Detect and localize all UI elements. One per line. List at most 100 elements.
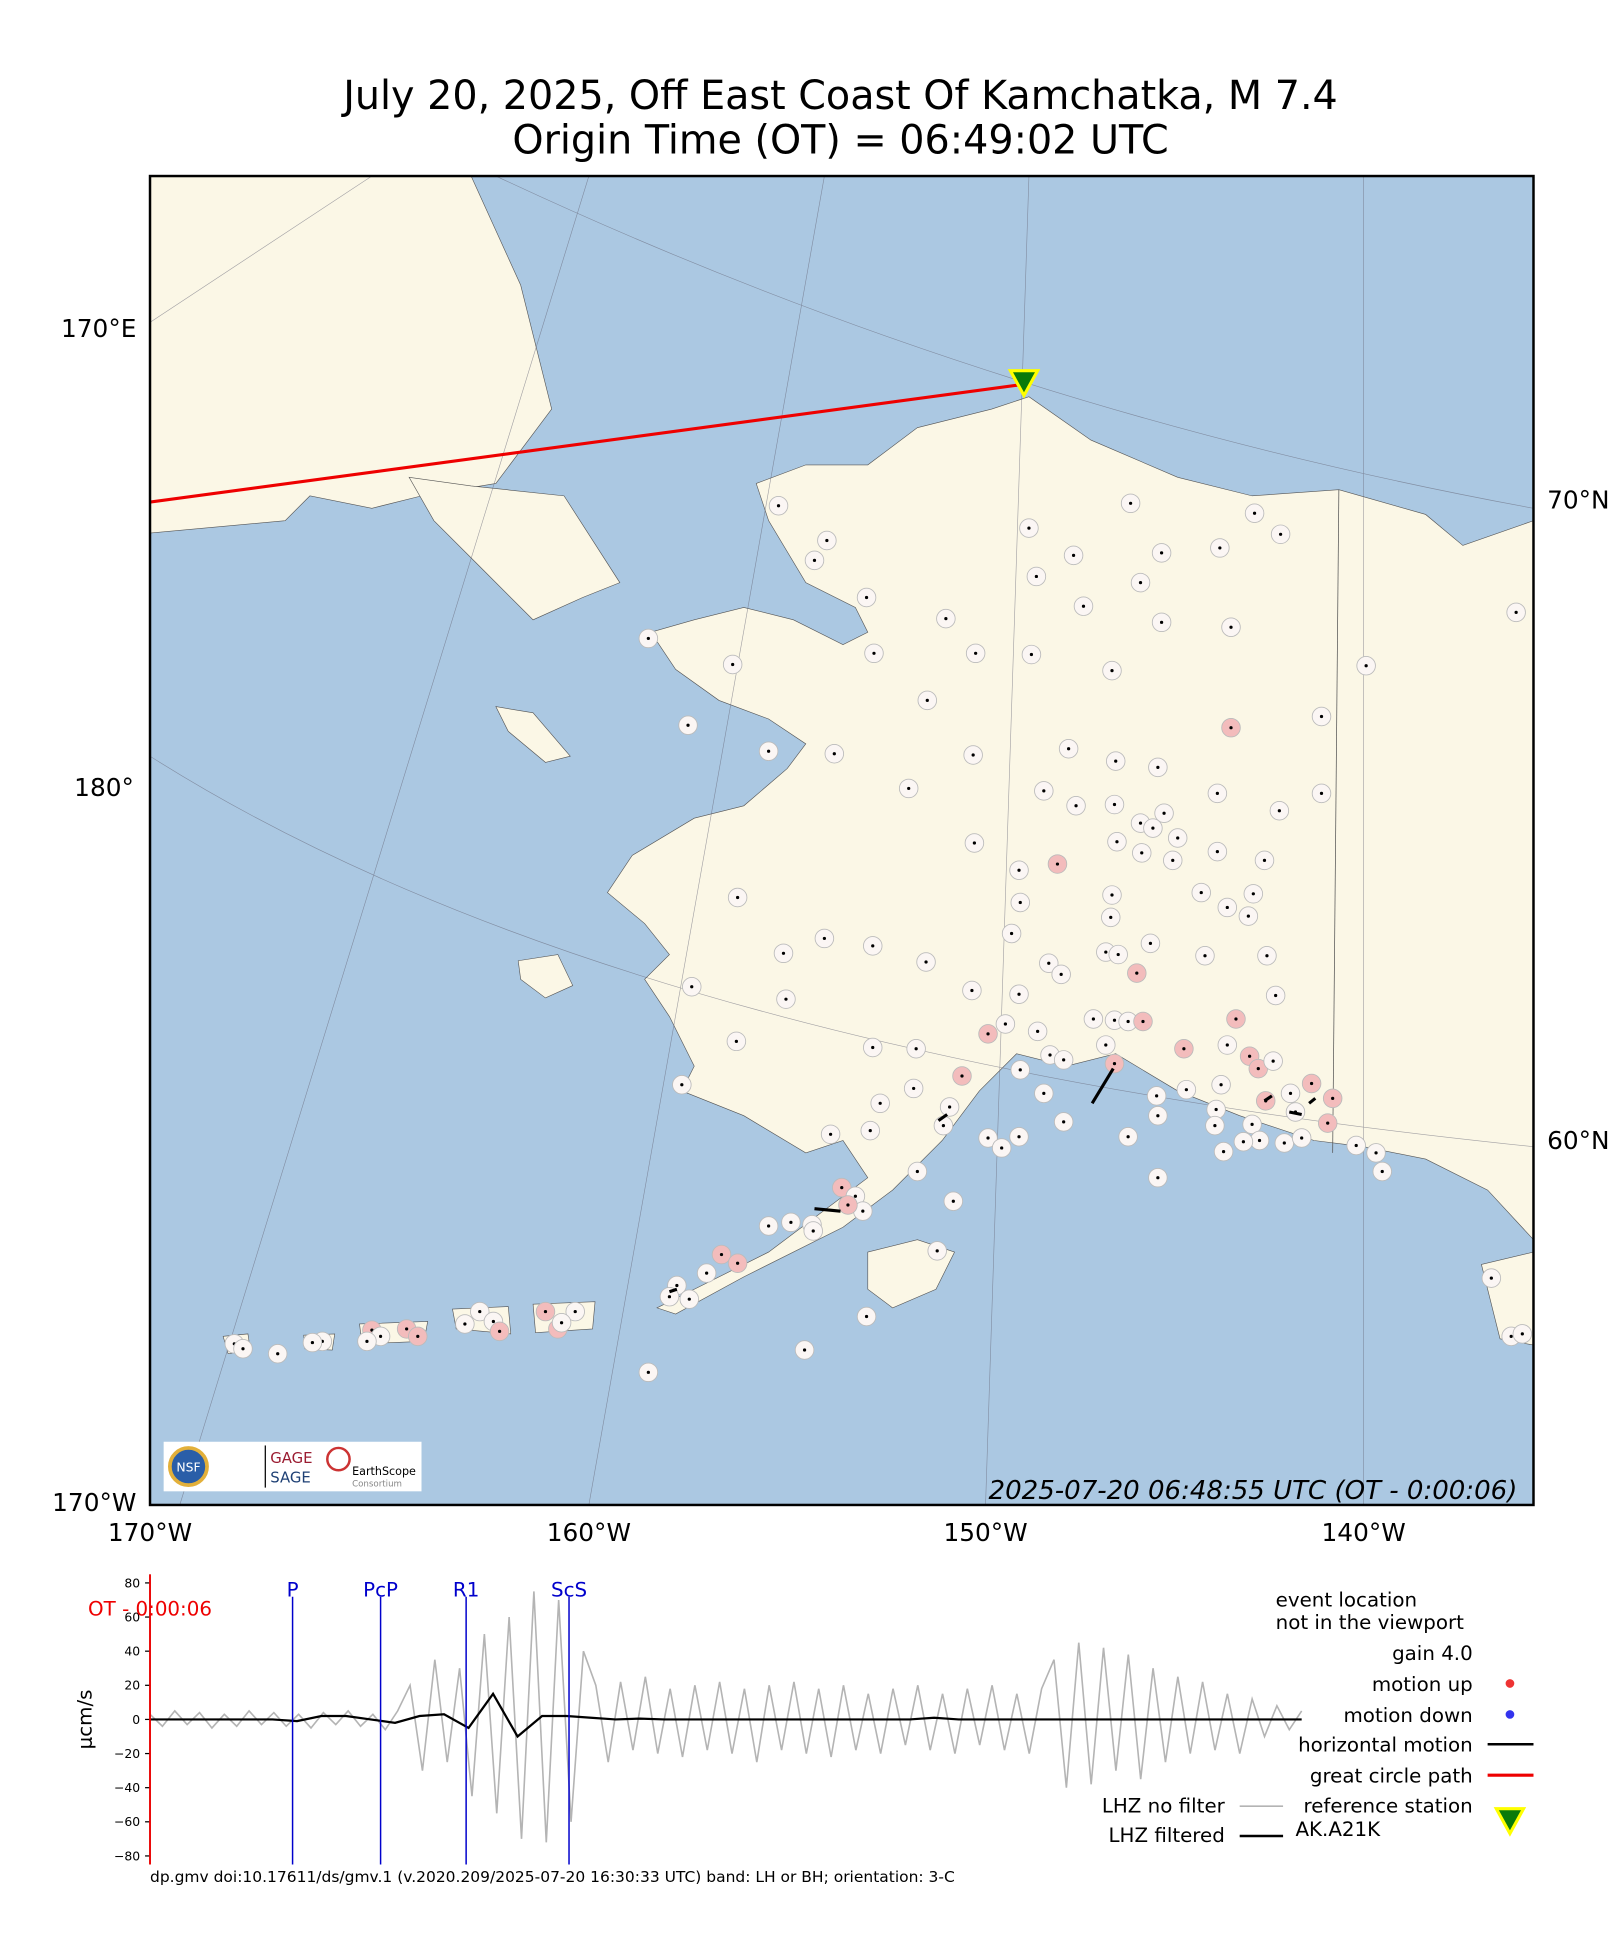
station-dot [1219, 1083, 1223, 1087]
legend-station: AK.A21K [1295, 1818, 1381, 1841]
legend-item: motion up [1372, 1673, 1473, 1696]
station-dot [1171, 858, 1175, 862]
station-dot [766, 1224, 771, 1228]
lon-label: 170°W [108, 1518, 192, 1547]
station-dot [846, 1203, 850, 1207]
station-dot [1176, 836, 1180, 840]
station-dot [1225, 1043, 1229, 1047]
station-dot [1018, 1068, 1022, 1072]
logo-text: NSF [176, 1459, 200, 1474]
station-dot [1047, 961, 1051, 965]
lon-label: 160°W [547, 1518, 631, 1547]
station-dot [986, 1136, 990, 1140]
station-dot [1156, 1114, 1160, 1118]
station-dot [1116, 952, 1120, 957]
station-dot [915, 1169, 919, 1174]
station-dot [871, 1045, 875, 1050]
station-dot [1256, 1066, 1260, 1071]
station-dot [1213, 1124, 1217, 1128]
station-dot [802, 1348, 807, 1352]
station-dot [1081, 604, 1086, 608]
legend-item: motion down [1344, 1704, 1473, 1727]
horizontal-motion [1263, 1094, 1273, 1103]
lat-label: 60°N [1547, 1126, 1609, 1155]
station-dot [812, 558, 817, 562]
station-dot [840, 1185, 844, 1190]
station-dot [1156, 1176, 1160, 1180]
station-dot [478, 1309, 482, 1314]
station-dot [1203, 954, 1207, 958]
station-dot [1115, 840, 1119, 844]
nsf-logo [167, 1446, 209, 1487]
legend-item: reference station [1304, 1794, 1473, 1817]
y-tick-label: −40 [114, 1780, 140, 1795]
station-dot [1128, 501, 1133, 505]
station-dot [1034, 574, 1038, 579]
logo-text: GAGE [270, 1449, 312, 1467]
station-dot [1042, 789, 1046, 793]
station-dot [853, 1194, 858, 1198]
parallels [150, 176, 1534, 1148]
station-dot [1148, 941, 1153, 946]
station-dot [1017, 992, 1021, 996]
station-dot [1155, 1094, 1159, 1098]
logo-text: Consortium [352, 1479, 402, 1489]
station-dot [1000, 1146, 1004, 1150]
station-dot [951, 1199, 955, 1203]
horizontal-motion [1090, 1067, 1115, 1105]
station-dot [1048, 1053, 1052, 1057]
station-dot [1067, 747, 1071, 751]
station-dot [543, 1309, 548, 1314]
station-dot [1140, 851, 1144, 855]
station-dot [972, 841, 977, 845]
station-dot [1218, 546, 1222, 550]
station-dot [832, 752, 836, 756]
station-dot [1112, 1018, 1117, 1022]
station-dot [825, 538, 829, 543]
station-dot [690, 985, 694, 989]
legend-dot [1505, 1679, 1515, 1688]
station-dot [1199, 890, 1203, 895]
station-dot [1252, 511, 1257, 515]
station-dot [811, 1229, 815, 1233]
station-dot [1374, 1151, 1378, 1155]
island [495, 706, 571, 763]
station-dot [559, 1321, 564, 1325]
station-dot [864, 595, 869, 600]
station-dot [1003, 1022, 1008, 1026]
station-dot [1271, 1059, 1275, 1063]
station-dot [1018, 900, 1022, 905]
station-dot [912, 1086, 916, 1091]
station-dot [719, 1252, 724, 1257]
y-tick-label: −80 [114, 1848, 140, 1863]
station-dot [1265, 954, 1269, 958]
station-dot [1215, 791, 1219, 796]
y-tick-label: 40 [124, 1644, 140, 1659]
station-dot [1184, 1088, 1188, 1092]
station-dot [1274, 993, 1278, 998]
reference-station [1007, 369, 1041, 399]
station-dot [1062, 1058, 1066, 1062]
station-dot [1104, 1043, 1108, 1047]
station-dot [1126, 1019, 1130, 1024]
station-dot [868, 1128, 872, 1133]
station-dot [310, 1340, 315, 1345]
station-dot [971, 753, 975, 757]
station-dot [1126, 1135, 1130, 1139]
station-dot [1215, 850, 1219, 854]
station-dot [925, 698, 929, 703]
station-dot [1055, 862, 1060, 866]
peninsula [408, 476, 621, 621]
stations [224, 493, 1533, 1383]
station-dot [1214, 1107, 1218, 1112]
island [517, 954, 574, 999]
horizontal-motion [1288, 1110, 1302, 1116]
station-dot [1110, 893, 1114, 897]
y-tick-label: −60 [114, 1814, 140, 1829]
station-dot [1074, 804, 1078, 808]
station-dot [736, 895, 740, 900]
station-dot [1234, 1017, 1238, 1021]
chukotka [150, 176, 553, 534]
station-dot [871, 944, 875, 948]
